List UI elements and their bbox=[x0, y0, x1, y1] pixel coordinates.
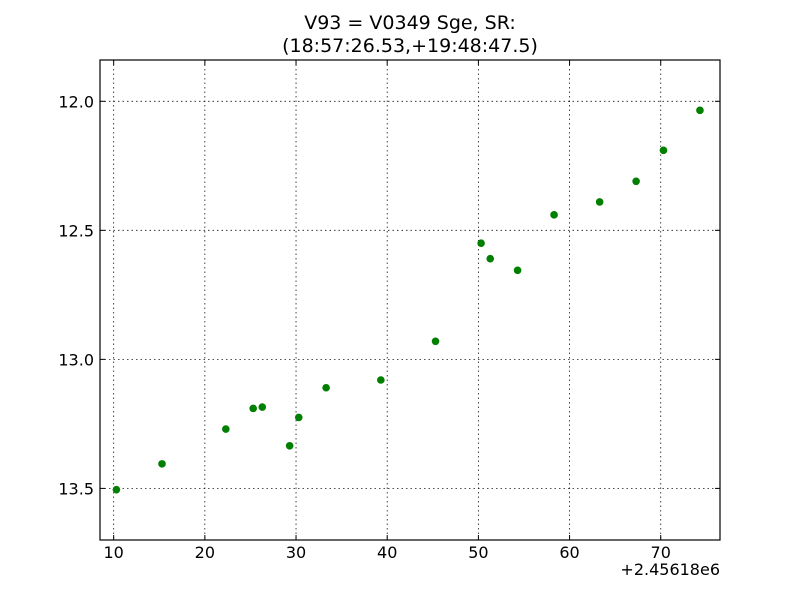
grid bbox=[100, 60, 720, 540]
data-point bbox=[285, 442, 294, 450]
chart-title-line-2: (18:57:26.53,+19:48:47.5) bbox=[282, 35, 538, 57]
x-offset-label: +2.45618e6 bbox=[620, 560, 720, 579]
chart-title-line-1: V93 = V0349 Sge, SR: bbox=[304, 12, 516, 34]
data-point bbox=[513, 266, 522, 275]
data-point bbox=[632, 177, 640, 186]
y-tick-label: 12.5 bbox=[58, 221, 94, 240]
data-point bbox=[258, 403, 267, 411]
x-tick-label: 30 bbox=[286, 543, 306, 562]
y-tick-label: 13.5 bbox=[58, 479, 94, 498]
x-tick-label: 10 bbox=[103, 543, 123, 562]
data-points bbox=[112, 106, 704, 494]
data-point bbox=[294, 413, 303, 422]
data-point bbox=[431, 337, 440, 346]
data-point bbox=[595, 198, 604, 206]
data-point bbox=[158, 460, 166, 468]
axis-ticks: 10 20 30 40 50 60 70 12.0 12.5 13.0 13.5 bbox=[58, 60, 720, 562]
y-tick-label: 13.0 bbox=[58, 350, 94, 369]
data-point bbox=[486, 254, 495, 263]
data-point bbox=[222, 425, 230, 433]
data-point bbox=[249, 404, 257, 413]
x-tick-label: 50 bbox=[468, 543, 488, 562]
x-tick-label: 20 bbox=[195, 543, 215, 562]
data-point bbox=[659, 146, 668, 155]
axes-frame bbox=[99, 59, 721, 541]
y-tick-label: 12.0 bbox=[58, 92, 94, 111]
data-point bbox=[377, 376, 385, 384]
x-tick-label: 60 bbox=[559, 543, 579, 562]
data-point bbox=[477, 239, 485, 248]
data-point bbox=[696, 106, 704, 115]
data-point bbox=[550, 211, 558, 219]
x-tick-label: 70 bbox=[651, 543, 671, 562]
x-tick-label: 40 bbox=[377, 543, 397, 562]
data-point bbox=[322, 383, 330, 392]
data-point bbox=[112, 485, 121, 494]
